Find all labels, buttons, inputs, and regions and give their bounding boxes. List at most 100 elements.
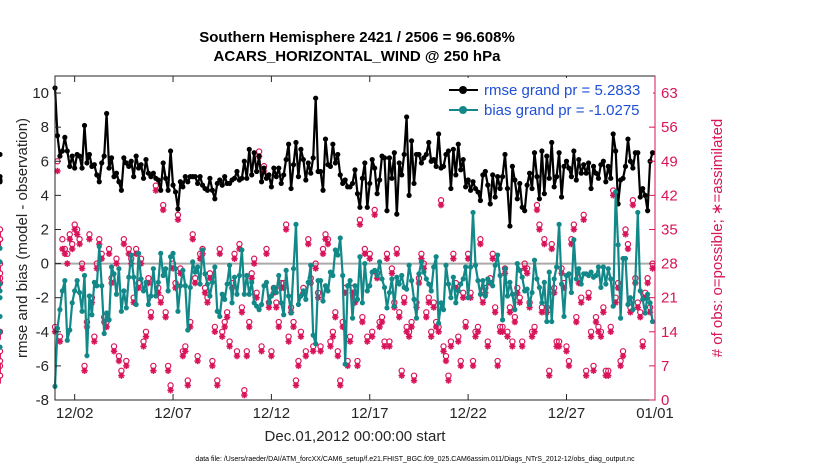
bias-point	[101, 330, 107, 337]
obs-assimilated-point	[494, 362, 501, 370]
rmse-point	[431, 156, 437, 163]
bias-point	[372, 267, 378, 273]
obs-assimilated-point	[541, 240, 548, 248]
bias-point	[0, 329, 3, 335]
bias-point	[499, 317, 506, 323]
rmse-point	[231, 175, 238, 181]
rmse-point	[288, 185, 294, 192]
obs-possible-point	[59, 236, 66, 243]
bias-point	[627, 295, 634, 301]
bias-point	[561, 313, 567, 320]
bias-point	[234, 291, 240, 297]
obs-assimilated-point	[462, 323, 469, 331]
bias-point	[458, 281, 464, 287]
rmse-point	[359, 175, 365, 181]
rmse-point	[150, 170, 156, 176]
rmse-point	[541, 191, 547, 197]
bias-point	[649, 318, 656, 325]
obs-assimilated-point	[437, 201, 445, 209]
rmse-point	[158, 187, 164, 193]
rmse-point	[514, 196, 520, 202]
bias-point	[640, 296, 646, 302]
obs-assimilated-point	[393, 250, 401, 258]
bias-point	[431, 264, 437, 270]
rmse-point	[406, 192, 412, 198]
obs-assimilated-point	[73, 231, 81, 238]
rmse-point	[497, 185, 503, 192]
obs-assimilated-point	[644, 279, 651, 287]
obs-assimilated-point	[233, 352, 241, 360]
rmse-point	[453, 172, 459, 178]
bias-point	[94, 283, 100, 289]
bias-point	[199, 247, 206, 253]
obs-assimilated-point	[285, 338, 292, 345]
obs-assimilated-point	[563, 348, 570, 355]
bias-point	[512, 307, 518, 313]
bias-point	[571, 237, 577, 243]
rmse-point	[155, 177, 161, 183]
rmse-point	[258, 179, 265, 185]
obs-assimilated-point	[587, 333, 595, 340]
obs-assimilated-point	[319, 250, 327, 258]
bias-point	[556, 221, 562, 227]
legend-rmse-marker	[459, 86, 467, 94]
obs-assimilated-point	[396, 313, 403, 321]
bias-point	[67, 327, 73, 333]
obs-assimilated-point	[120, 240, 128, 248]
bias-point	[359, 300, 365, 306]
bias-point	[217, 313, 223, 320]
rmse-point	[69, 153, 75, 159]
bias-point	[546, 269, 552, 275]
rmse-point	[104, 110, 110, 117]
rmse-point	[64, 148, 70, 154]
obs-assimilated-point	[162, 313, 169, 321]
bias-point	[62, 278, 68, 284]
bias-point	[0, 295, 3, 301]
bias-point	[396, 281, 402, 287]
bias-point	[236, 272, 243, 279]
rmse-point	[101, 153, 107, 159]
rmse-point	[0, 174, 3, 180]
bias-point	[418, 259, 424, 265]
bias-point	[69, 300, 75, 306]
obs-assimilated-point	[366, 255, 373, 262]
obs-assimilated-point	[312, 265, 319, 272]
obs-assimilated-point	[115, 357, 123, 365]
rmse-point	[290, 162, 297, 168]
bias-point	[413, 315, 420, 321]
bias-point	[615, 242, 621, 248]
obs-assimilated-point	[110, 348, 118, 355]
obs-assimilated-point	[469, 362, 477, 370]
bias-point	[362, 260, 368, 267]
rmse-point	[608, 175, 614, 181]
rmse-point	[298, 146, 304, 152]
bias-point	[153, 293, 159, 299]
bias-point	[192, 269, 198, 275]
obs-assimilated-point	[605, 372, 612, 379]
bias-point	[433, 254, 439, 260]
bias-point	[214, 308, 220, 314]
rmse-point	[234, 168, 240, 175]
bias-point	[72, 288, 78, 294]
bias-point	[231, 274, 238, 280]
y-left-tick-label: -6	[36, 358, 49, 375]
obs-assimilated-point	[386, 343, 393, 350]
rmse-point	[165, 187, 171, 193]
bias-point	[322, 283, 329, 289]
rmse-point	[509, 163, 515, 169]
rmse-point	[635, 150, 641, 156]
obs-assimilated-point	[263, 250, 270, 258]
rmse-point	[116, 179, 122, 185]
y-left-tick-label: 8	[41, 119, 49, 136]
obs-assimilated-point	[250, 260, 258, 267]
bias-point	[271, 284, 277, 291]
obs-assimilated-point	[376, 323, 383, 331]
bias-point	[290, 266, 297, 272]
obs-assimilated-point	[536, 226, 543, 233]
rmse-point	[411, 180, 417, 187]
obs-assimilated-point	[383, 255, 391, 262]
rmse-point	[160, 160, 166, 166]
obs-possible-point	[0, 236, 4, 243]
rmse-point	[246, 146, 252, 152]
rmse-line	[53, 87, 654, 228]
